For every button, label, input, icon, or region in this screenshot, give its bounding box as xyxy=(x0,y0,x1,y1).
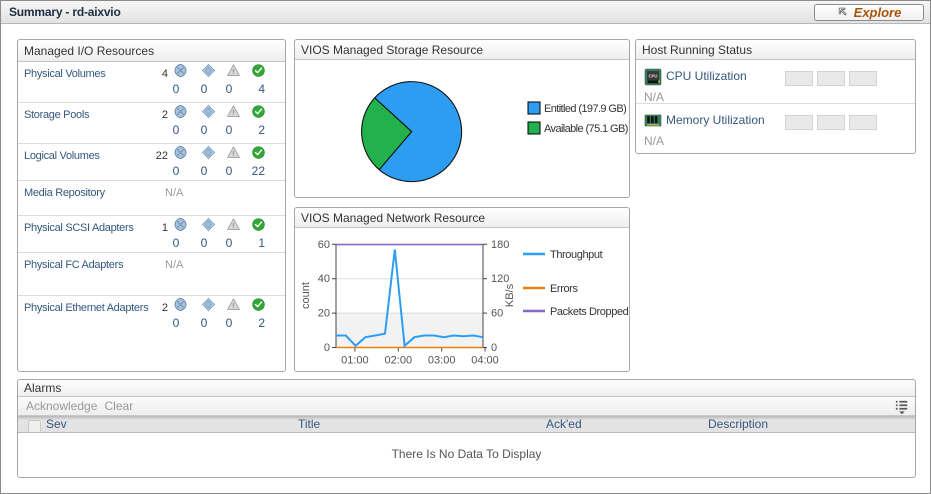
svg-text:20: 20 xyxy=(318,308,330,320)
svg-text:count: count xyxy=(300,282,312,309)
svg-text:Entitled (197.9 GB): Entitled (197.9 GB) xyxy=(544,103,626,115)
svg-text:02:00: 02:00 xyxy=(385,355,413,367)
svg-text:Throughput: Throughput xyxy=(550,249,603,261)
svg-text:Errors: Errors xyxy=(550,283,578,295)
svg-text:40: 40 xyxy=(318,273,330,285)
svg-text:KB/s: KB/s xyxy=(504,283,516,307)
svg-text:Packets Dropped: Packets Dropped xyxy=(550,306,629,318)
svg-text:0: 0 xyxy=(324,342,330,354)
svg-text:Available (75.1 GB): Available (75.1 GB) xyxy=(544,123,628,135)
svg-text:01:00: 01:00 xyxy=(341,355,369,367)
svg-text:04:00: 04:00 xyxy=(471,355,499,367)
svg-text:120: 120 xyxy=(491,273,509,285)
svg-text:03:00: 03:00 xyxy=(428,355,456,367)
svg-text:CPU: CPU xyxy=(648,74,657,79)
svg-text:180: 180 xyxy=(491,239,509,251)
svg-text:0: 0 xyxy=(491,342,497,354)
svg-text:60: 60 xyxy=(491,308,503,320)
svg-text:60: 60 xyxy=(318,239,330,251)
